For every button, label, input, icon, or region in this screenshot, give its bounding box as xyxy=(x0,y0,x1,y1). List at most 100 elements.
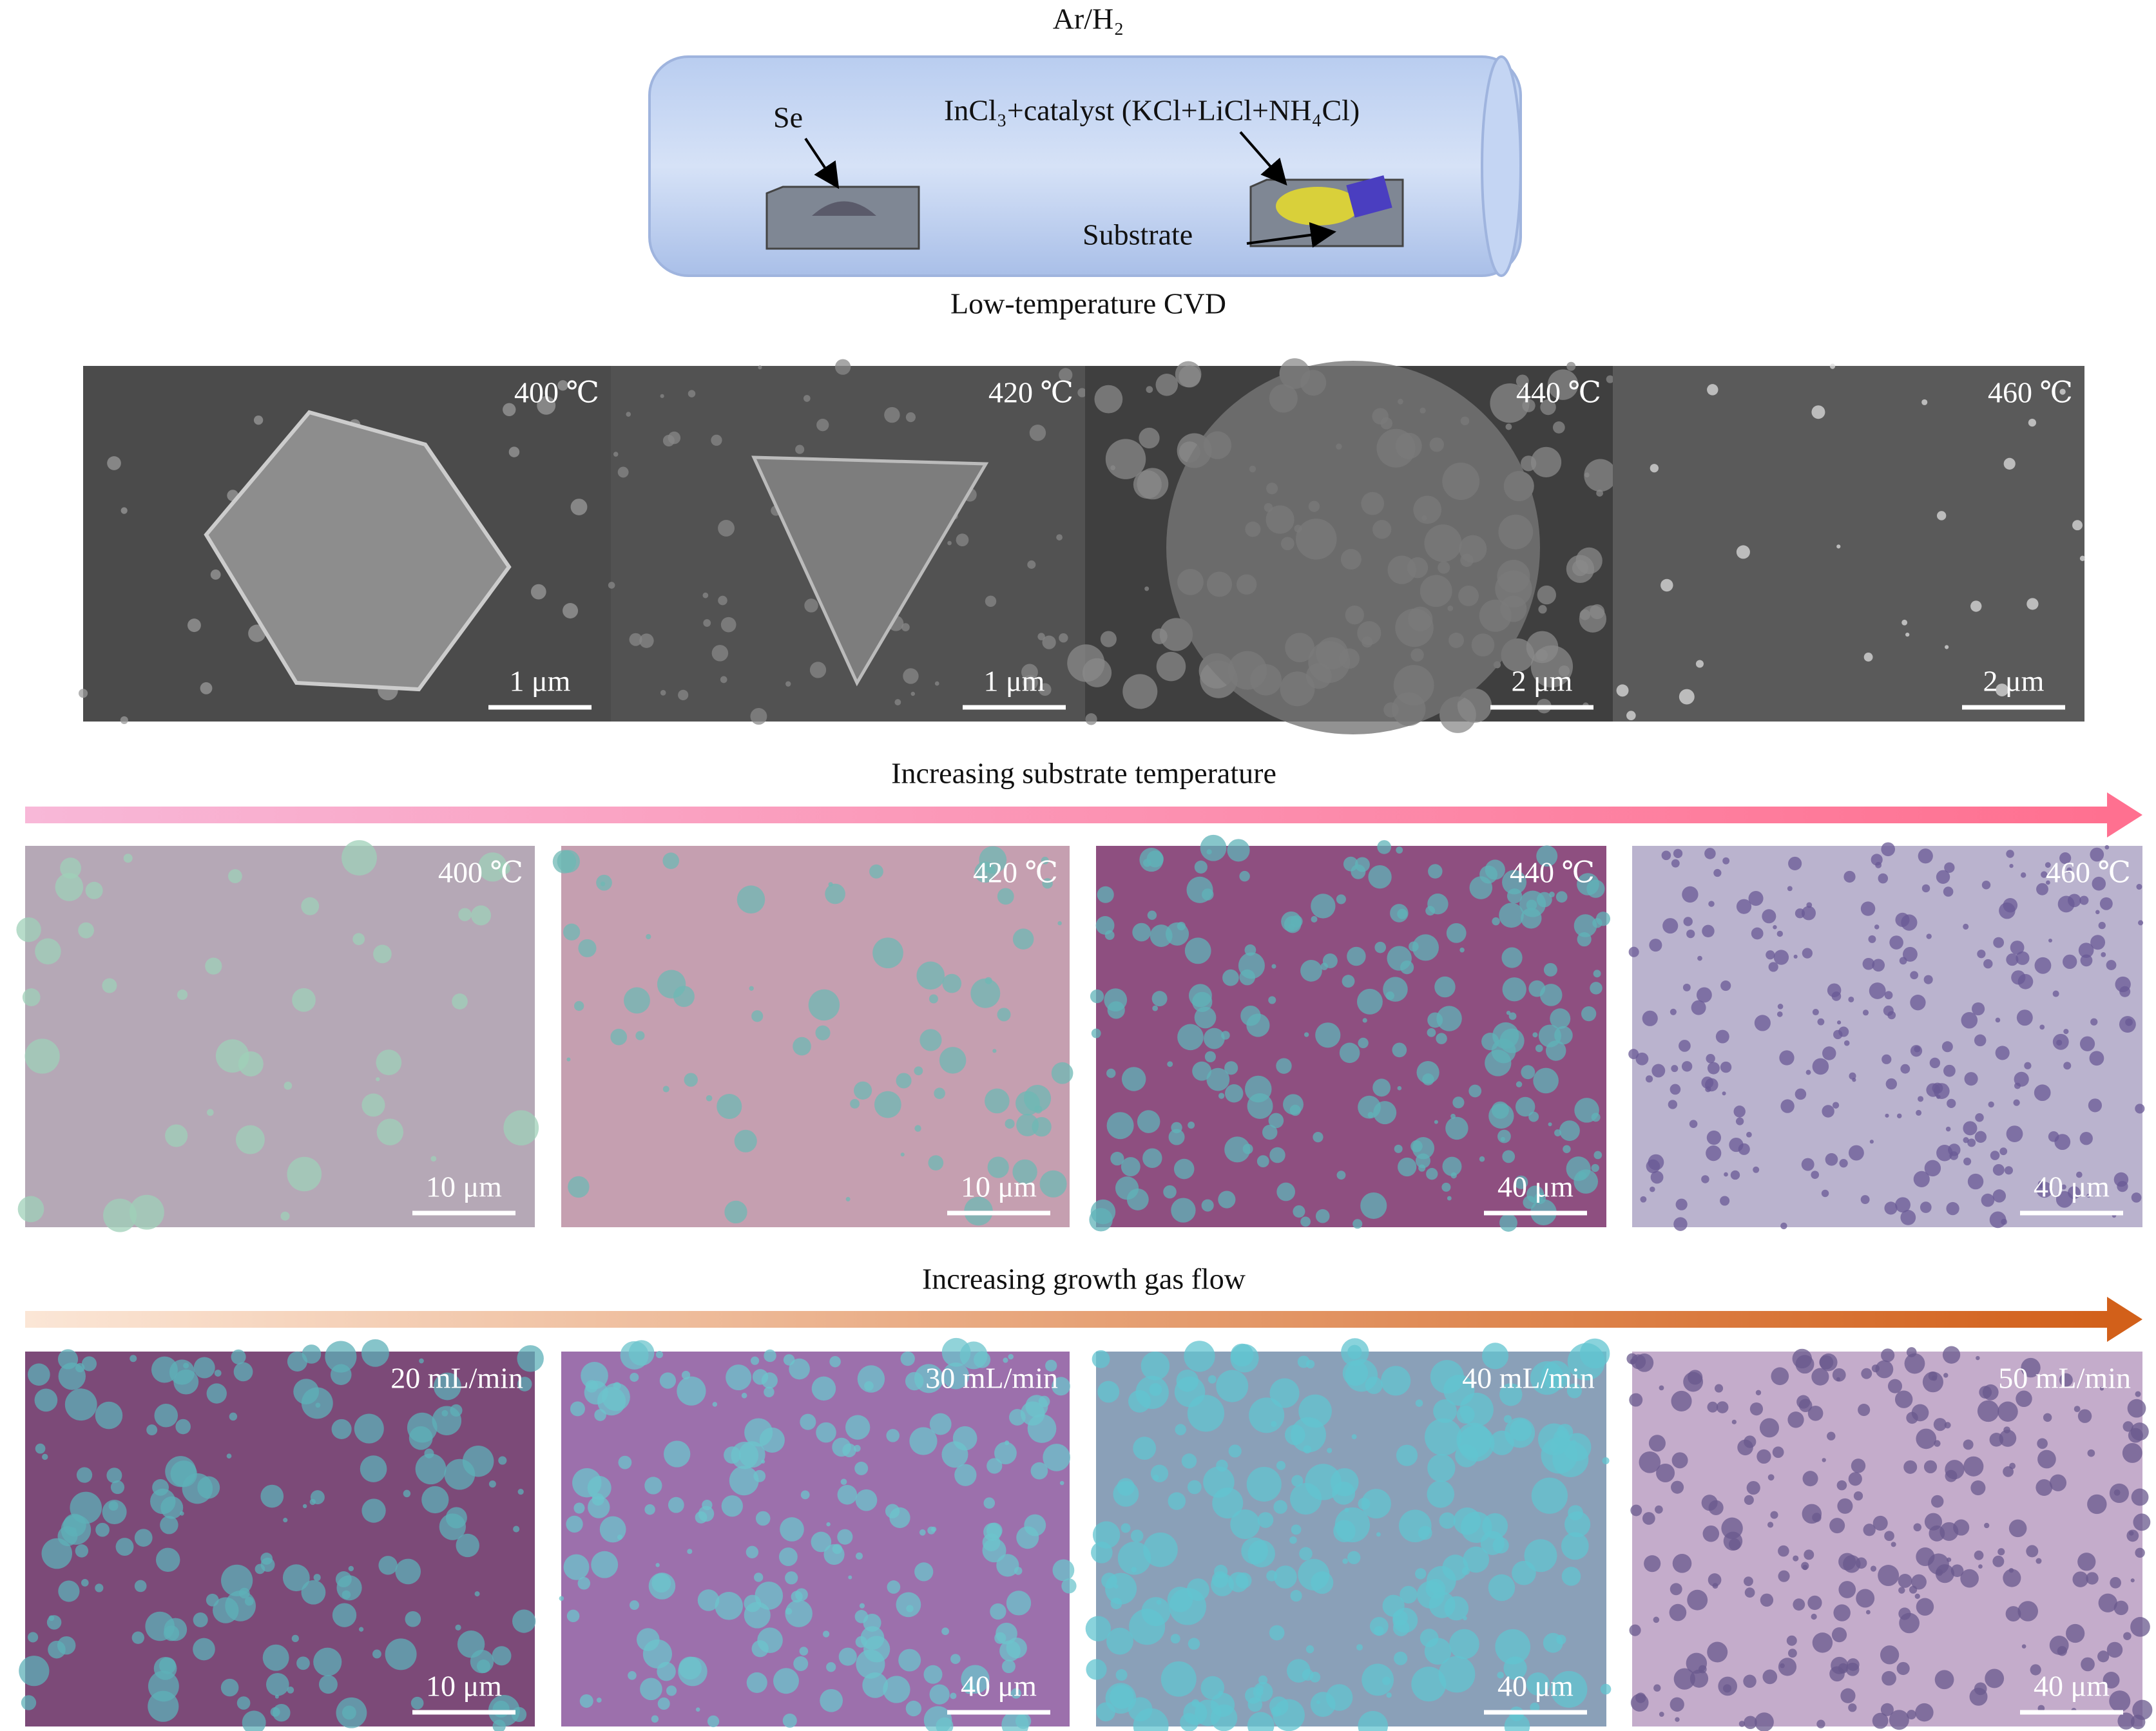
feature xyxy=(1650,1171,1664,1184)
feature xyxy=(1992,1555,2005,1567)
feature xyxy=(1629,1393,1643,1407)
feature xyxy=(228,869,242,883)
feature xyxy=(820,1688,843,1712)
feature xyxy=(1274,1565,1297,1589)
feature xyxy=(1097,1381,1120,1403)
feature xyxy=(1039,1170,1067,1198)
feature xyxy=(618,1455,632,1469)
feature xyxy=(703,619,711,627)
feature xyxy=(1005,1440,1010,1446)
feature xyxy=(2090,935,2106,950)
feature xyxy=(992,1049,997,1053)
se-boat xyxy=(765,186,920,250)
feature xyxy=(1566,1383,1582,1399)
feature xyxy=(566,1609,580,1623)
feature xyxy=(1670,1008,1677,1015)
feature xyxy=(1420,1629,1439,1647)
feature xyxy=(563,1554,590,1580)
feature xyxy=(985,595,997,607)
feature xyxy=(1671,1390,1692,1411)
feature xyxy=(1686,1652,1708,1674)
feature xyxy=(1090,989,1104,1004)
feature xyxy=(1194,860,1208,874)
feature xyxy=(238,1051,264,1076)
feature xyxy=(1038,683,1052,696)
feature xyxy=(591,1551,619,1578)
feature xyxy=(1042,878,1053,889)
feature xyxy=(1691,1000,1706,1015)
feature xyxy=(1911,1574,1927,1590)
feature xyxy=(1733,1105,1746,1118)
feature xyxy=(1816,1719,1825,1728)
feature xyxy=(260,1484,284,1508)
feature xyxy=(1149,1383,1162,1396)
feature xyxy=(1701,1175,1709,1183)
feature xyxy=(855,1489,878,1511)
feature xyxy=(610,1028,628,1046)
feature xyxy=(456,1533,479,1558)
feature xyxy=(599,1516,626,1543)
feature xyxy=(1506,1010,1511,1015)
feature xyxy=(1639,1451,1661,1473)
feature xyxy=(1838,1663,1849,1674)
arrow xyxy=(1246,222,1336,248)
feature xyxy=(1722,1091,1726,1096)
feature xyxy=(2055,1191,2073,1208)
feature xyxy=(1241,1537,1269,1565)
feature xyxy=(517,1345,544,1372)
feature xyxy=(1257,1512,1274,1528)
feature xyxy=(1052,1377,1070,1396)
feature xyxy=(2003,457,2016,470)
feature xyxy=(1367,1112,1374,1118)
feature xyxy=(1833,1604,1851,1621)
scale-label: 1 μm xyxy=(510,665,571,698)
feature xyxy=(2122,1442,2142,1463)
feature xyxy=(1798,1399,1813,1413)
feature xyxy=(1126,1188,1149,1210)
feature xyxy=(630,1372,639,1382)
scale-label: 40 μm xyxy=(1497,1171,1574,1203)
feature xyxy=(372,1649,381,1659)
temperature-arrow-head xyxy=(2107,792,2142,837)
feature xyxy=(1911,1404,1929,1422)
feature xyxy=(2016,1390,2032,1408)
temperature-arrow-label: Increasing substrate temperature xyxy=(891,757,1276,790)
feature xyxy=(1489,1430,1514,1455)
scale-label: 1 μm xyxy=(984,665,1045,698)
feature xyxy=(1679,689,1695,705)
feature xyxy=(1651,1064,1666,1078)
feature xyxy=(1315,1209,1330,1223)
feature xyxy=(914,1562,934,1582)
feature xyxy=(1831,1627,1847,1643)
feature xyxy=(1204,1028,1225,1049)
feature xyxy=(815,1025,831,1040)
feature xyxy=(2113,1489,2121,1496)
feature xyxy=(2021,1644,2026,1649)
feature xyxy=(197,1476,220,1499)
feature xyxy=(1010,1688,1021,1699)
feature xyxy=(1788,856,1802,870)
feature xyxy=(1316,1700,1321,1705)
feature xyxy=(332,1603,357,1627)
panel-label: 400 ℃ xyxy=(514,376,599,409)
feature xyxy=(1305,1464,1342,1500)
feature xyxy=(1945,645,1949,649)
feature xyxy=(1177,921,1186,931)
feature xyxy=(1683,1372,1704,1392)
feature xyxy=(919,1529,926,1536)
feature xyxy=(292,988,316,1012)
feature xyxy=(678,1656,707,1687)
feature xyxy=(1427,893,1449,915)
feature xyxy=(1812,1058,1829,1075)
feature xyxy=(702,592,709,598)
feature xyxy=(990,1603,1006,1620)
feature xyxy=(1648,1154,1664,1171)
feature xyxy=(530,584,546,600)
feature xyxy=(1376,1532,1381,1537)
feature xyxy=(2131,1192,2142,1203)
feature xyxy=(2126,1529,2139,1542)
feature xyxy=(947,540,952,546)
feature xyxy=(1985,1669,2005,1688)
feature xyxy=(1113,1480,1139,1507)
feature xyxy=(1975,1113,1984,1122)
